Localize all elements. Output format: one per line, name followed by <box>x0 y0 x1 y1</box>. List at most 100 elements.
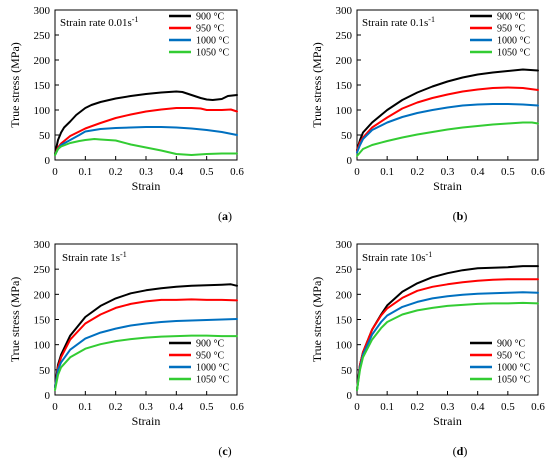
y-axis-label: True stress (MPa) <box>8 277 22 363</box>
panel-title-main: Strain rate 10s <box>362 252 426 264</box>
x-tick-label: 0.3 <box>441 401 455 413</box>
x-tick-label: 0.6 <box>531 401 545 413</box>
x-tick-label: 0.4 <box>169 401 183 413</box>
legend-label: 1050 °C <box>497 375 530 386</box>
panel-caption-letter: c <box>222 444 228 458</box>
panel-title: Strain rate 1s-1 <box>62 250 127 265</box>
series-line-2 <box>356 103 539 154</box>
y-tick-label: 250 <box>34 30 51 42</box>
panel-title: Strain rate 0.1s-1 <box>362 15 435 30</box>
y-tick-label: 200 <box>34 289 51 301</box>
y-axis-label: True stress (MPa) <box>310 277 324 363</box>
x-tick-label: 0.1 <box>78 166 92 178</box>
legend-label: 1000 °C <box>196 363 229 374</box>
panel-c: 0 0.1 0.2 0.3 0.4 0.5 0.6 0 50 100 150 200 250 300 Str… <box>8 239 244 458</box>
x-tick-label: 0.2 <box>410 166 424 178</box>
y-tick-label: 150 <box>34 80 51 92</box>
panel-caption: (d) <box>453 444 468 458</box>
y-axis-label: True stress (MPa) <box>8 42 22 128</box>
x-tick-label: 0.4 <box>471 401 485 413</box>
series-line-3 <box>54 334 238 391</box>
y-tick-label: 250 <box>34 264 51 276</box>
legend-label: 900 °C <box>196 12 224 23</box>
series-line-1 <box>54 107 238 156</box>
series-line-2 <box>54 126 238 156</box>
series-line-1 <box>356 86 539 152</box>
x-tick-label: 0 <box>52 166 58 178</box>
series-line-1 <box>356 278 539 391</box>
x-tick-label: 0.6 <box>531 166 545 178</box>
y-tick-label: 50 <box>39 130 51 142</box>
legend-label: 900 °C <box>497 339 525 350</box>
panel-title: Strain rate 0.01s-1 <box>60 15 138 30</box>
y-tick-label: 100 <box>336 105 353 117</box>
panel-title-main: Strain rate 1s <box>62 252 120 264</box>
panel-title-exponent: -1 <box>132 15 139 24</box>
x-tick-label: 0.4 <box>169 166 183 178</box>
legend-label: 1000 °C <box>497 36 530 47</box>
legend-label: 900 °C <box>196 339 224 350</box>
x-tick-label: 0.6 <box>230 166 244 178</box>
x-tick-label: 0.1 <box>78 401 92 413</box>
y-tick-label: 250 <box>336 264 353 276</box>
x-tick-label: 0.3 <box>139 401 153 413</box>
legend-label: 950 °C <box>196 24 224 35</box>
y-axis-label: True stress (MPa) <box>310 42 324 128</box>
x-axis-label: Strain <box>433 414 462 428</box>
series-line-1 <box>54 298 238 389</box>
y-tick-label: 300 <box>34 239 51 251</box>
series-line-0 <box>54 283 238 389</box>
legend-label: 1000 °C <box>196 36 229 47</box>
x-tick-label: 0.6 <box>230 401 244 413</box>
x-axis-label: Strain <box>132 179 161 193</box>
panel-caption-letter: b <box>457 209 464 223</box>
x-tick-label: 0.5 <box>501 401 515 413</box>
legend-label: 1000 °C <box>497 363 530 374</box>
y-tick-label: 150 <box>336 80 353 92</box>
y-tick-label: 300 <box>336 239 353 251</box>
x-tick-label: 0 <box>52 401 58 413</box>
y-tick-label: 0 <box>347 155 353 167</box>
series-line-3 <box>54 138 238 156</box>
y-tick-label: 100 <box>34 340 51 352</box>
series-line-0 <box>356 68 539 151</box>
panel-title: Strain rate 10s-1 <box>362 250 432 265</box>
series-line-0 <box>54 90 238 155</box>
x-tick-label: 0.4 <box>471 166 485 178</box>
series-line-2 <box>356 291 539 391</box>
y-tick-label: 100 <box>336 340 353 352</box>
x-tick-label: 0.5 <box>200 166 214 178</box>
y-tick-label: 50 <box>39 365 51 377</box>
x-tick-label: 0.3 <box>139 166 153 178</box>
y-tick-label: 150 <box>34 315 51 327</box>
y-tick-label: 150 <box>336 315 353 327</box>
y-tick-label: 200 <box>336 55 353 67</box>
x-tick-label: 0 <box>354 401 360 413</box>
y-tick-label: 300 <box>336 5 353 17</box>
legend-label: 1050 °C <box>196 48 229 59</box>
x-tick-label: 0 <box>354 166 360 178</box>
legend-label: 900 °C <box>497 12 525 23</box>
x-tick-label: 0.1 <box>380 166 394 178</box>
x-axis-label: Strain <box>433 179 462 193</box>
panel-caption-letter: a <box>222 209 228 223</box>
y-tick-label: 200 <box>336 289 353 301</box>
y-tick-label: 0 <box>45 390 51 402</box>
legend-label: 950 °C <box>497 351 525 362</box>
y-tick-label: 0 <box>347 390 353 402</box>
x-tick-label: 0.1 <box>380 401 394 413</box>
x-tick-label: 0.5 <box>501 166 515 178</box>
panel-b: 0 0.1 0.2 0.3 0.4 0.5 0.6 0 50 100 150 200 250 300 Str… <box>310 5 545 223</box>
panel-title-main: Strain rate 0.1s <box>362 17 428 29</box>
panel-d: 0 0.1 0.2 0.3 0.4 0.5 0.6 0 50 100 150 200 250 300 Str… <box>310 239 545 458</box>
legend-label: 1050 °C <box>497 48 530 59</box>
y-tick-label: 50 <box>341 365 353 377</box>
panel-caption: (b) <box>453 209 468 223</box>
x-tick-label: 0.2 <box>109 166 123 178</box>
panel-a: 0 0.1 0.2 0.3 0.4 0.5 0.6 0 50 100 150 200 250 300 Str… <box>8 5 244 223</box>
y-tick-label: 0 <box>45 155 51 167</box>
y-tick-label: 200 <box>34 55 51 67</box>
series-line-3 <box>356 301 539 391</box>
panel-caption-letter: d <box>457 444 464 458</box>
